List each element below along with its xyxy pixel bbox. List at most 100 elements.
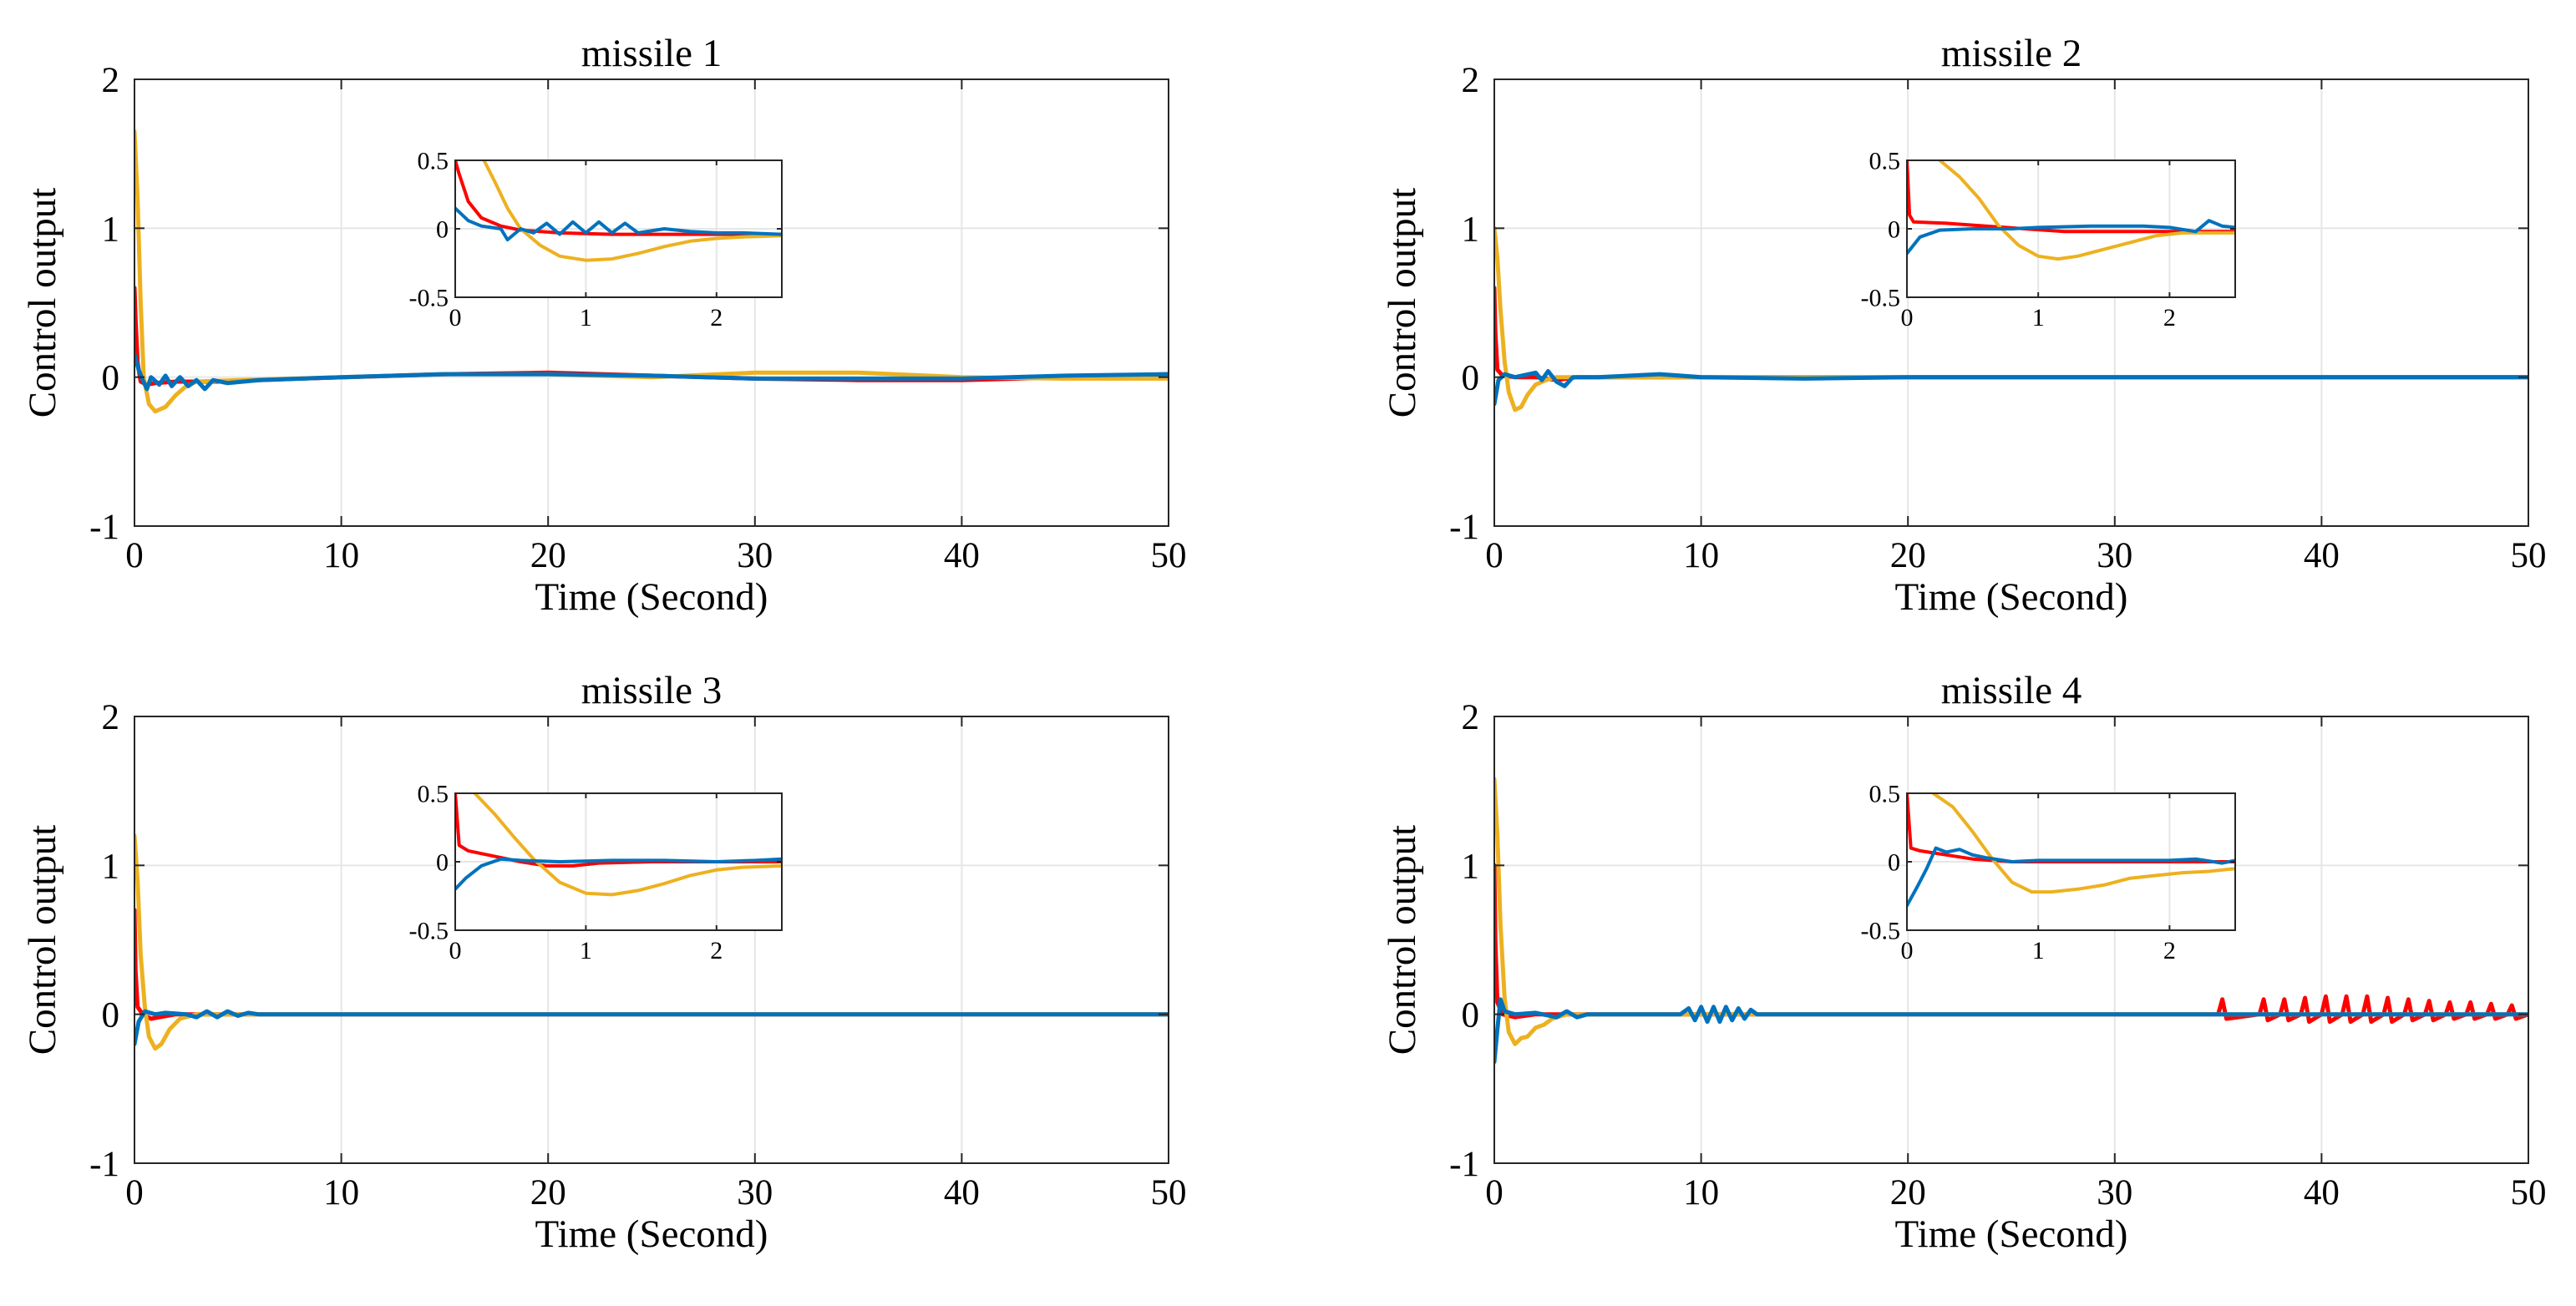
plot-area	[134, 716, 1169, 1163]
y-axis-label: Control output	[1381, 188, 1424, 418]
axes-frame	[134, 716, 1169, 1164]
x-tick-label: 20	[530, 536, 566, 575]
inset-y-tick-label: -0.5	[1861, 918, 1901, 945]
inset-x-tick-label: 2	[710, 937, 723, 964]
inset-x-tick-label: 2	[2163, 937, 2176, 964]
x-tick-label: 40	[2304, 536, 2340, 575]
inset-y-tick-label: 0.5	[418, 781, 449, 808]
y-tick-label: 1	[1462, 847, 1480, 886]
series-blue	[134, 1009, 1169, 1046]
plot-area	[1494, 79, 2528, 526]
y-tick-label: 0	[102, 359, 120, 398]
x-tick-label: 0	[125, 536, 144, 575]
x-tick-label: 10	[1683, 1173, 1719, 1212]
inset-x-tick-label: 2	[710, 304, 723, 332]
x-tick-label: 40	[2304, 1173, 2340, 1212]
axes-frame	[1493, 78, 2529, 527]
y-tick-label: 1	[102, 847, 120, 886]
x-tick-label: 0	[1485, 1173, 1504, 1212]
inset-y-tick-label: 0	[1888, 216, 1900, 244]
inset-x-tick-label: 1	[2032, 304, 2045, 332]
inset-zoom-plot: 0 1 2-0.500.5	[1861, 148, 2236, 332]
plot-area	[1494, 716, 2528, 1163]
inset-series-orange	[473, 793, 782, 897]
chart-title: missile 4	[1941, 669, 2082, 712]
y-tick-label: -1	[89, 1145, 119, 1184]
inset-series-red	[455, 160, 782, 236]
y-tick-label: -1	[1449, 1145, 1479, 1184]
x-tick-label: 50	[1151, 536, 1187, 575]
inset-y-tick-label: -0.5	[409, 918, 449, 945]
x-axis-label: Time (Second)	[535, 575, 768, 619]
inset-x-tick-label: 0	[1901, 304, 1914, 332]
x-tick-label: 40	[944, 1173, 980, 1212]
inset-series-orange	[482, 160, 782, 262]
y-tick-label: 0	[102, 996, 120, 1035]
chart-title: missile 3	[581, 669, 722, 712]
inset-series-orange	[1938, 160, 2235, 261]
x-tick-label: 40	[944, 536, 980, 575]
y-axis-label: Control output	[21, 825, 64, 1055]
series-blue	[134, 352, 1169, 392]
x-tick-label: 30	[2097, 536, 2132, 575]
x-axis-label: Time (Second)	[535, 1212, 768, 1256]
series-orange	[1494, 777, 2528, 1046]
inset-zoom-plot: 0 1 2-0.500.5	[409, 148, 783, 332]
inset-x-tick-label: 0	[449, 937, 462, 964]
inset-zoom-plot: 0 1 2-0.500.5	[1861, 781, 2236, 964]
y-axis-label: Control output	[21, 188, 64, 418]
inset-x-tick-label: 1	[2032, 937, 2045, 964]
inset-series-blue	[1907, 219, 2235, 256]
series-orange	[134, 833, 1169, 1051]
inset-x-tick-label: 2	[2163, 304, 2176, 332]
axes-frame	[134, 78, 1169, 527]
x-tick-label: 50	[2511, 536, 2547, 575]
x-tick-label: 0	[1485, 536, 1504, 575]
inset-y-tick-label: 0.5	[1869, 781, 1901, 808]
plot-area	[134, 79, 1169, 526]
series-blue	[1494, 369, 2528, 407]
x-tick-label: 10	[323, 536, 359, 575]
inset-zoom-plot: 0 1 2-0.500.5	[409, 781, 783, 964]
inset-x-tick-label: 0	[449, 304, 462, 332]
x-tick-label: 50	[1151, 1173, 1187, 1212]
x-tick-label: 30	[737, 1173, 773, 1212]
chart-title: missile 2	[1941, 32, 2082, 75]
y-axis-label: Control output	[1381, 825, 1424, 1055]
x-axis-label: Time (Second)	[1895, 1212, 2128, 1256]
y-tick-label: -1	[89, 508, 119, 547]
x-tick-label: 20	[530, 1173, 566, 1212]
inset-y-tick-label: -0.5	[1861, 285, 1901, 312]
inset-y-tick-label: 0.5	[1869, 148, 1901, 175]
inset-x-tick-label: 1	[580, 937, 592, 964]
y-tick-label: 2	[1462, 61, 1480, 100]
inset-series-blue	[455, 857, 782, 891]
inset-y-tick-label: 0	[1888, 849, 1900, 877]
axes-frame	[1493, 716, 2529, 1164]
x-tick-label: 0	[125, 1173, 144, 1212]
inset-x-tick-label: 0	[1901, 937, 1914, 964]
inset-series-blue	[455, 206, 782, 242]
inset-y-tick-label: 0	[436, 849, 449, 877]
inset-y-tick-label: 0	[436, 216, 449, 244]
x-tick-label: 50	[2511, 1173, 2547, 1212]
x-tick-label: 30	[737, 536, 773, 575]
inset-series-orange	[1931, 793, 2235, 894]
y-tick-label: 0	[1462, 996, 1480, 1035]
y-tick-label: 2	[102, 61, 120, 100]
x-tick-label: 10	[1683, 536, 1719, 575]
y-tick-label: 0	[1462, 359, 1480, 398]
x-tick-label: 30	[2097, 1173, 2132, 1212]
series-orange	[1494, 225, 2528, 413]
y-tick-label: 2	[1462, 698, 1480, 737]
series-blue	[1494, 997, 2528, 1065]
inset-y-tick-label: 0.5	[418, 148, 449, 175]
chart-title: missile 1	[581, 32, 722, 75]
x-tick-label: 10	[323, 1173, 359, 1212]
x-axis-label: Time (Second)	[1895, 575, 2128, 619]
